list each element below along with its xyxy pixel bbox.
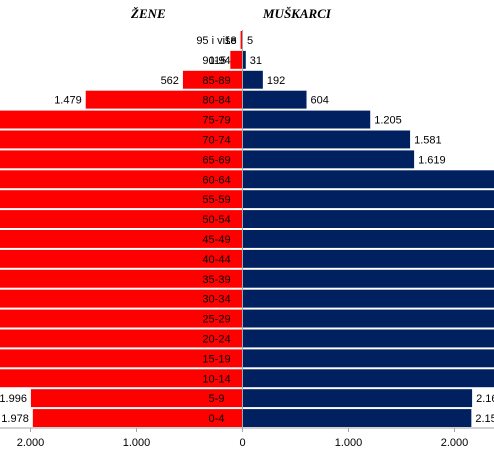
- age-label-35-39: 35-39: [202, 274, 230, 286]
- bar-women-80-84: [85, 90, 243, 109]
- age-label-90-94: 90-94: [202, 55, 230, 67]
- bar-women-15-19: [0, 349, 243, 368]
- age-label-40-44: 40-44: [202, 254, 230, 266]
- label-men-70-74: 1.581: [414, 134, 442, 146]
- label-men-65-69: 1.619: [418, 154, 446, 166]
- bar-women-90-94: [230, 50, 243, 69]
- bar-men-80-84: [242, 90, 307, 109]
- bar-women-40-44: [0, 249, 243, 268]
- bar-men-20-24: [242, 329, 494, 348]
- age-label-75-79: 75-79: [202, 115, 230, 127]
- label-women-80-84: 1.479: [54, 95, 82, 107]
- bar-women-95 i više: [240, 30, 243, 49]
- bar-men-55-59: [242, 190, 494, 209]
- legend-men: MUŠKARCI: [262, 6, 332, 21]
- bar-women-35-39: [0, 269, 243, 288]
- bar-women-25-29: [0, 309, 243, 328]
- age-label-95 i više: 95 i više: [196, 35, 236, 47]
- age-label-80-84: 80-84: [202, 95, 230, 107]
- bar-men-15-19: [242, 349, 494, 368]
- bar-men-75-79: [242, 110, 371, 129]
- x-tick-label: 2.000: [17, 437, 45, 449]
- bar-women-30-34: [0, 289, 243, 308]
- age-label-25-29: 25-29: [202, 314, 230, 326]
- age-label-45-49: 45-49: [202, 234, 230, 246]
- bar-men-70-74: [242, 130, 411, 149]
- age-label-60-64: 60-64: [202, 174, 230, 186]
- bar-men-5-9: [242, 389, 473, 408]
- label-women-90-94: 115: [209, 55, 227, 67]
- age-label-10-14: 10-14: [202, 373, 230, 385]
- age-label-65-69: 65-69: [202, 154, 230, 166]
- label-men-0-4: 2.159: [475, 413, 494, 425]
- age-label-5-9: 5-9: [209, 393, 225, 405]
- bar-women-60-64: [0, 170, 243, 189]
- bar-men-90-94: [242, 50, 246, 69]
- bar-women-0-4: [32, 409, 243, 428]
- x-tick-label: 1.000: [123, 437, 151, 449]
- x-tick-label: 1.000: [335, 437, 363, 449]
- bar-women-45-49: [0, 229, 243, 248]
- age-label-20-24: 20-24: [202, 333, 230, 345]
- bar-women-50-54: [0, 210, 243, 229]
- label-men-95 i više: 5: [247, 35, 253, 47]
- bar-men-30-34: [242, 289, 494, 308]
- age-label-85-89: 85-89: [202, 75, 230, 87]
- label-women-0-4: 1.978: [1, 413, 29, 425]
- bar-men-40-44: [242, 249, 494, 268]
- age-label-15-19: 15-19: [202, 353, 230, 365]
- bar-men-85-89: [242, 70, 263, 89]
- age-label-70-74: 70-74: [202, 134, 230, 146]
- bar-women-55-59: [0, 190, 243, 209]
- x-tick-label: 0: [239, 437, 245, 449]
- bar-women-5-9: [30, 389, 243, 408]
- label-men-85-89: 192: [267, 75, 285, 87]
- bar-women-20-24: [0, 329, 243, 348]
- age-label-30-34: 30-34: [202, 294, 230, 306]
- bar-women-75-79: [0, 110, 243, 129]
- bar-men-10-14: [242, 369, 494, 388]
- x-tick-label: 2.000: [441, 437, 469, 449]
- bar-women-65-69: [0, 150, 243, 169]
- bar-men-50-54: [242, 210, 494, 229]
- label-women-95 i više: 18: [224, 35, 236, 47]
- bar-men-0-4: [242, 409, 472, 428]
- bar-women-70-74: [0, 130, 243, 149]
- age-label-50-54: 50-54: [202, 214, 230, 226]
- bar-men-60-64: [242, 170, 494, 189]
- label-women-5-9: 1.996: [0, 393, 27, 405]
- label-men-5-9: 2.166: [476, 393, 494, 405]
- label-men-75-79: 1.205: [374, 115, 402, 127]
- bar-men-65-69: [242, 150, 415, 169]
- age-label-55-59: 55-59: [202, 194, 230, 206]
- bar-men-35-39: [242, 269, 494, 288]
- label-men-80-84: 604: [311, 95, 329, 107]
- bar-men-25-29: [242, 309, 494, 328]
- label-men-90-94: 31: [250, 55, 262, 67]
- bar-women-85-89: [182, 70, 243, 89]
- legend-women: ŽENE: [130, 6, 166, 21]
- bar-women-10-14: [0, 369, 243, 388]
- label-women-85-89: 562: [161, 75, 179, 87]
- age-label-0-4: 0-4: [209, 413, 225, 425]
- bar-men-45-49: [242, 229, 494, 248]
